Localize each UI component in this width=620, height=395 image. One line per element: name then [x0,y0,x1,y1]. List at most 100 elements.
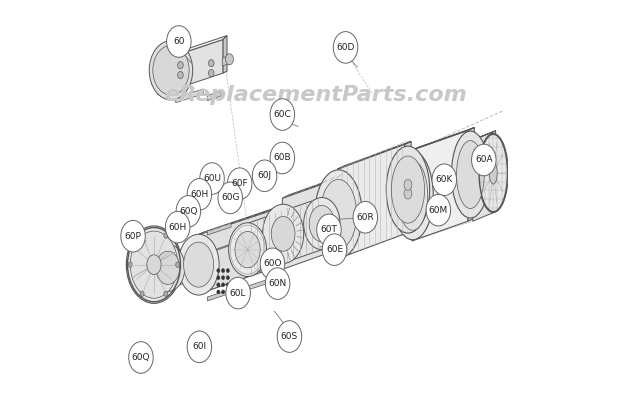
Ellipse shape [164,233,168,238]
Text: 60H: 60H [190,190,208,199]
Ellipse shape [277,321,302,352]
Polygon shape [338,144,405,259]
Ellipse shape [217,276,220,280]
Ellipse shape [322,234,347,265]
Polygon shape [197,209,275,294]
Ellipse shape [229,223,267,276]
Ellipse shape [265,268,290,299]
Ellipse shape [404,179,412,190]
Text: 60C: 60C [273,110,291,119]
Ellipse shape [315,170,362,258]
Ellipse shape [321,179,356,249]
Ellipse shape [228,168,252,199]
Ellipse shape [404,188,412,199]
Polygon shape [412,130,468,241]
Text: 60: 60 [173,37,185,46]
Ellipse shape [353,201,378,233]
Polygon shape [207,223,231,235]
Ellipse shape [166,211,190,243]
Ellipse shape [456,141,484,209]
Ellipse shape [226,283,229,287]
Ellipse shape [151,244,185,292]
Ellipse shape [309,205,335,242]
Polygon shape [492,131,495,213]
Polygon shape [405,141,411,234]
Ellipse shape [252,160,277,192]
Text: 60J: 60J [257,171,272,180]
Ellipse shape [208,60,214,67]
Polygon shape [197,206,280,235]
Ellipse shape [221,283,224,287]
Ellipse shape [392,151,433,240]
Ellipse shape [156,251,180,284]
Polygon shape [275,206,280,268]
Polygon shape [247,278,270,290]
Ellipse shape [176,196,201,227]
Text: 60B: 60B [273,154,291,162]
Ellipse shape [218,182,242,214]
Ellipse shape [164,291,168,297]
Text: 60L: 60L [230,289,246,297]
Ellipse shape [221,269,224,273]
Ellipse shape [226,276,229,280]
Ellipse shape [121,220,145,252]
Ellipse shape [178,234,219,295]
Ellipse shape [187,179,211,210]
Polygon shape [282,175,343,198]
Text: 60D: 60D [337,43,355,52]
Text: 60T: 60T [321,226,337,234]
Ellipse shape [386,146,430,233]
Ellipse shape [129,342,153,373]
Ellipse shape [260,248,285,280]
Ellipse shape [235,231,260,268]
Ellipse shape [217,283,220,287]
Ellipse shape [426,194,451,226]
Polygon shape [167,245,195,289]
Polygon shape [167,243,198,254]
Ellipse shape [200,163,224,194]
Ellipse shape [270,99,294,130]
Polygon shape [175,89,203,103]
Ellipse shape [208,70,214,77]
Ellipse shape [147,255,161,275]
Polygon shape [223,36,227,73]
Ellipse shape [226,269,229,273]
Polygon shape [468,128,474,221]
Ellipse shape [217,290,220,294]
Polygon shape [247,198,322,276]
Ellipse shape [334,32,358,63]
Ellipse shape [167,26,191,57]
Text: 60K: 60K [436,175,453,184]
Polygon shape [158,36,227,61]
Ellipse shape [178,71,183,79]
Polygon shape [412,128,474,150]
Text: 60O: 60O [264,260,281,268]
Text: 60Q: 60Q [179,207,198,216]
Text: eReplacementParts.com: eReplacementParts.com [164,85,467,105]
Polygon shape [338,175,343,250]
Polygon shape [472,131,495,140]
Ellipse shape [226,54,233,65]
Ellipse shape [175,262,180,267]
Ellipse shape [126,226,182,303]
Ellipse shape [472,144,496,176]
Text: 60I: 60I [192,342,206,351]
Ellipse shape [263,204,304,263]
Polygon shape [282,179,338,269]
Text: 60F: 60F [231,179,248,188]
Ellipse shape [397,161,428,230]
Ellipse shape [221,276,224,280]
Polygon shape [472,132,492,221]
Ellipse shape [153,45,189,95]
Text: 60Q: 60Q [131,353,150,362]
Ellipse shape [451,131,489,218]
Text: 60U: 60U [203,174,221,183]
Polygon shape [158,40,223,95]
Ellipse shape [221,290,224,294]
Ellipse shape [128,262,132,267]
Text: 60G: 60G [221,194,239,202]
Text: 60H: 60H [169,223,187,231]
Text: 60N: 60N [268,279,286,288]
Ellipse shape [217,269,220,273]
Ellipse shape [226,290,229,294]
